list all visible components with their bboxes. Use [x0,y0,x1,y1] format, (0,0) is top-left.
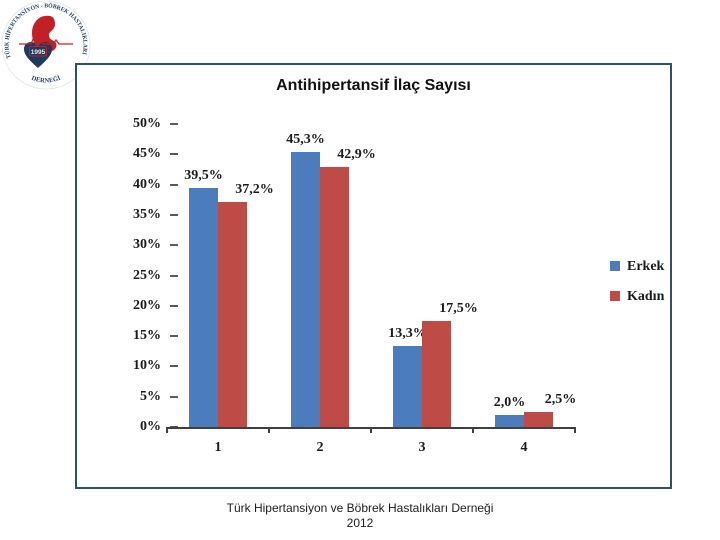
x-axis-tick [166,427,168,433]
y-axis-label: 25% [133,267,161,283]
y-axis-label: 20% [133,297,161,313]
association-logo: TÜRK HİPERTANSİYON - BÖBREK HASTALIKLARI… [1,0,91,90]
x-axis-category-label: 2 [316,440,324,455]
data-label: 45,3% [286,132,325,148]
logo-year: 1995 [31,49,46,56]
bar-kadın-3 [422,320,451,427]
footer: Türk Hipertansiyon ve Böbrek Hastalıklar… [0,501,720,531]
x-axis-category-label: 3 [418,440,426,455]
bar-erkek-3 [393,346,422,427]
bar-kadın-2 [320,167,349,427]
data-label: 2,5% [544,391,577,407]
x-axis-tick [574,427,576,433]
y-axis-tick [170,365,178,368]
bar-erkek-1 [189,187,218,427]
x-axis-tick [472,427,474,433]
legend-item-erkek: Erkek [610,257,664,275]
y-axis-label: 50% [133,116,161,131]
legend-label: Kadın [627,289,665,304]
y-axis-label: 10% [133,358,161,374]
y-axis-tick [170,183,178,186]
chart-frame: Antihipertansif İlaç Sayısı 0% 5% 10% 15% 20… [75,63,672,489]
legend-item-kadın: Kadın [610,287,664,305]
y-axis-label: 15% [133,328,161,344]
bar-kadın-4 [524,411,553,427]
legend-swatch [610,261,620,271]
data-label: 39,5% [184,167,223,183]
y-axis-tick [170,274,178,277]
y-axis-label: 45% [133,146,161,162]
legend-swatch [610,291,620,301]
legend-label: Erkek [627,259,665,274]
y-axis-label: 40% [133,176,161,192]
data-label: 2,0% [493,394,526,410]
logo-year-box [29,46,47,57]
y-axis-label: 35% [133,206,161,222]
x-axis-category-label: 4 [520,440,528,455]
data-label: 37,2% [235,181,274,197]
footer-line2: 2012 [346,516,374,530]
data-label: 13,3% [388,326,427,342]
y-axis-tick [170,395,178,398]
bar-kadın-1 [218,201,247,427]
bar-erkek-2 [291,152,320,427]
y-axis-label: 0% [140,419,161,434]
ecg-line-icon [19,32,73,51]
y-axis-label: 5% [140,388,161,404]
y-axis-tick [170,244,178,247]
data-label: 17,5% [439,300,478,316]
y-axis-tick [170,335,178,338]
y-axis-label: 30% [133,237,161,253]
y-axis-tick [170,213,178,216]
x-axis-category-label: 1 [214,440,222,455]
y-axis-tick [170,304,178,307]
footer-line1: Türk Hipertansiyon ve Böbrek Hastalıklar… [226,501,494,515]
x-axis-tick [268,427,270,433]
y-axis-tick [170,153,178,156]
logo-ring-text-bottom: DERNEĞİ [30,75,62,85]
x-axis-tick [370,427,372,433]
data-label: 42,9% [337,147,376,163]
chart-title: Antihipertansif İlaç Sayısı [276,77,471,94]
bar-erkek-4 [495,414,524,427]
y-axis-tick [170,123,178,125]
